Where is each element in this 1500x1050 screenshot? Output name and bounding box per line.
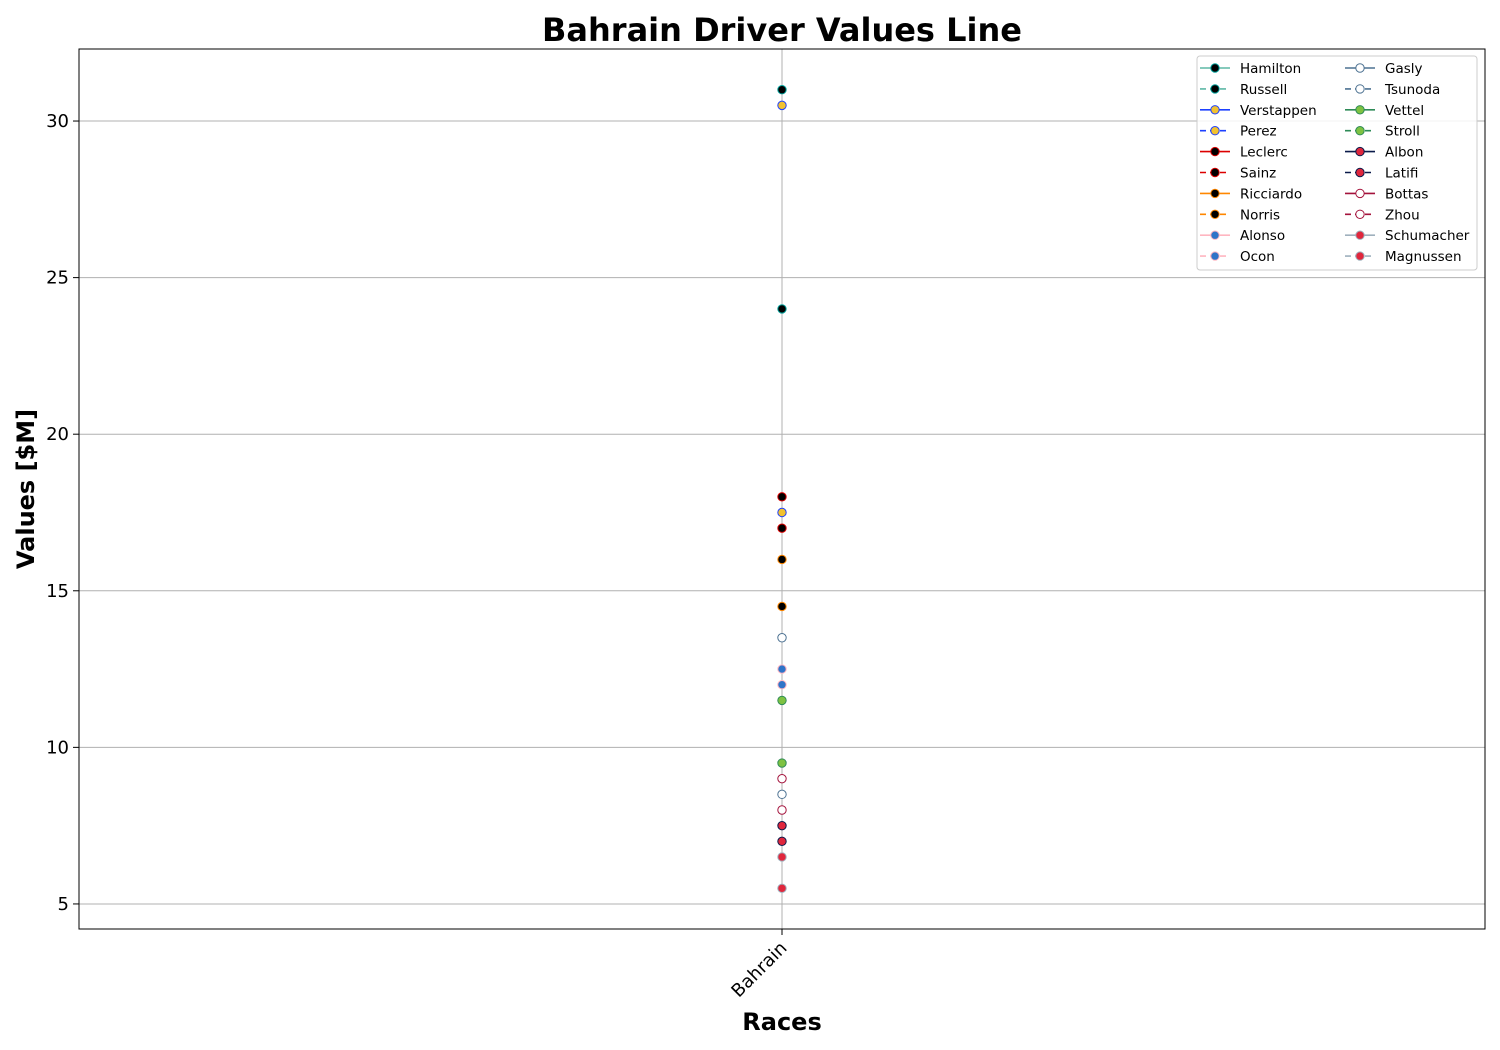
y-axis-ticks: 5 10 15 20 25 30	[46, 111, 79, 915]
data-point-tsunoda	[777, 789, 787, 800]
y-tick-label: 30	[46, 111, 69, 132]
legend-marker-latifi	[1355, 167, 1365, 178]
data-point-gasly	[777, 633, 787, 643]
legend-entry-stroll: Stroll	[1345, 124, 1420, 140]
legend-marker-sainz	[1210, 167, 1220, 178]
legend-marker-alonso	[1210, 230, 1220, 240]
legend-label-bottas: Bottas	[1385, 186, 1428, 202]
legend-box	[1196, 55, 1478, 271]
data-point-latifi	[777, 820, 787, 831]
data-point-bottas	[777, 805, 787, 815]
legend-entry-ocon: Ocon	[1200, 249, 1275, 265]
legend-label-vettel: Vettel	[1385, 103, 1424, 119]
legend-entry-perez: Perez	[1200, 124, 1277, 140]
legend: Hamilton Russell Verstappen Perez Leclerc Sai…	[1196, 55, 1478, 271]
legend-marker-vettel	[1355, 105, 1365, 115]
x-axis-label: Races	[742, 1008, 821, 1036]
legend-marker-albon	[1355, 146, 1365, 157]
legend-label-sainz: Sainz	[1240, 166, 1276, 182]
legend-label-verstappen: Verstappen	[1240, 103, 1317, 119]
legend-entry-bottas: Bottas	[1345, 186, 1428, 202]
legend-entry-tsunoda: Tsunoda	[1345, 82, 1440, 98]
data-point-vettel	[777, 695, 787, 706]
legend-marker-zhou	[1355, 209, 1365, 220]
legend-entry-zhou: Zhou	[1345, 207, 1420, 223]
legend-marker-tsunoda	[1355, 84, 1365, 94]
data-point-zhou	[777, 773, 787, 784]
legend-marker-leclerc	[1210, 146, 1220, 157]
legend-label-ocon: Ocon	[1240, 249, 1275, 265]
data-point-norris	[777, 601, 787, 612]
data-point-sainz	[777, 523, 787, 533]
data-point-hamilton	[777, 85, 787, 95]
y-tick-label: 15	[46, 581, 69, 602]
data-point-verstappen	[777, 100, 787, 111]
data-point-russell	[777, 304, 787, 314]
data-point-stroll	[777, 758, 787, 768]
legend-label-stroll: Stroll	[1385, 124, 1420, 140]
y-tick-label: 10	[46, 737, 69, 758]
legend-marker-stroll	[1355, 126, 1365, 136]
legend-marker-magnussen	[1355, 251, 1365, 261]
legend-marker-verstappen	[1210, 105, 1220, 115]
legend-marker-russell	[1210, 84, 1220, 94]
x-tick-label: Bahrain	[727, 938, 791, 1002]
legend-marker-bottas	[1355, 188, 1365, 199]
legend-marker-norris	[1210, 209, 1220, 220]
legend-entry-schumacher: Schumacher	[1345, 228, 1470, 244]
legend-label-russell: Russell	[1240, 82, 1287, 98]
chart-title: Bahrain Driver Values Line	[542, 11, 1022, 49]
data-point-perez	[777, 507, 787, 518]
legend-entry-russell: Russell	[1200, 82, 1287, 98]
legend-marker-perez	[1210, 126, 1220, 136]
data-point-ocon	[777, 664, 787, 674]
data-point-leclerc	[777, 492, 787, 502]
series-markers	[777, 85, 787, 893]
grid-lines	[79, 49, 1485, 929]
y-axis-label: Values [$M]	[12, 409, 40, 569]
data-point-alonso	[777, 680, 787, 690]
legend-entry-norris: Norris	[1200, 207, 1280, 223]
legend-label-gasly: Gasly	[1385, 61, 1423, 77]
legend-label-schumacher: Schumacher	[1385, 228, 1470, 244]
data-point-albon	[777, 836, 787, 847]
legend-marker-ricciardo	[1210, 188, 1220, 199]
legend-entry-vettel: Vettel	[1345, 103, 1424, 119]
y-tick-label: 5	[58, 894, 69, 915]
legend-entry-gasly: Gasly	[1345, 61, 1423, 77]
data-point-ricciardo	[777, 554, 787, 565]
legend-label-albon: Albon	[1385, 145, 1423, 161]
legend-entry-alonso: Alonso	[1200, 228, 1285, 244]
legend-label-leclerc: Leclerc	[1240, 145, 1288, 161]
legend-marker-ocon	[1210, 251, 1220, 261]
legend-entry-magnussen: Magnussen	[1345, 249, 1462, 265]
y-tick-label: 20	[46, 424, 69, 445]
legend-entry-ricciardo: Ricciardo	[1200, 186, 1302, 202]
y-tick-label: 25	[46, 268, 69, 289]
legend-label-perez: Perez	[1240, 124, 1277, 140]
legend-label-tsunoda: Tsunoda	[1384, 82, 1440, 98]
legend-label-latifi: Latifi	[1385, 166, 1418, 182]
legend-entry-latifi: Latifi	[1345, 166, 1418, 182]
legend-label-alonso: Alonso	[1240, 228, 1285, 244]
legend-entry-verstappen: Verstappen	[1200, 103, 1317, 119]
data-point-magnussen	[777, 883, 787, 893]
legend-entry-albon: Albon	[1345, 145, 1423, 161]
data-point-schumacher	[777, 852, 787, 862]
legend-entry-sainz: Sainz	[1200, 166, 1276, 182]
legend-label-zhou: Zhou	[1385, 207, 1420, 223]
legend-marker-gasly	[1355, 63, 1365, 73]
x-axis-ticks: Bahrain	[727, 929, 792, 1002]
legend-marker-schumacher	[1355, 230, 1365, 240]
legend-label-hamilton: Hamilton	[1240, 61, 1301, 77]
legend-label-ricciardo: Ricciardo	[1240, 186, 1302, 202]
legend-marker-hamilton	[1210, 63, 1220, 73]
legend-entry-hamilton: Hamilton	[1200, 61, 1301, 77]
legend-label-norris: Norris	[1240, 207, 1280, 223]
legend-entry-leclerc: Leclerc	[1200, 145, 1288, 161]
legend-label-magnussen: Magnussen	[1385, 249, 1462, 265]
